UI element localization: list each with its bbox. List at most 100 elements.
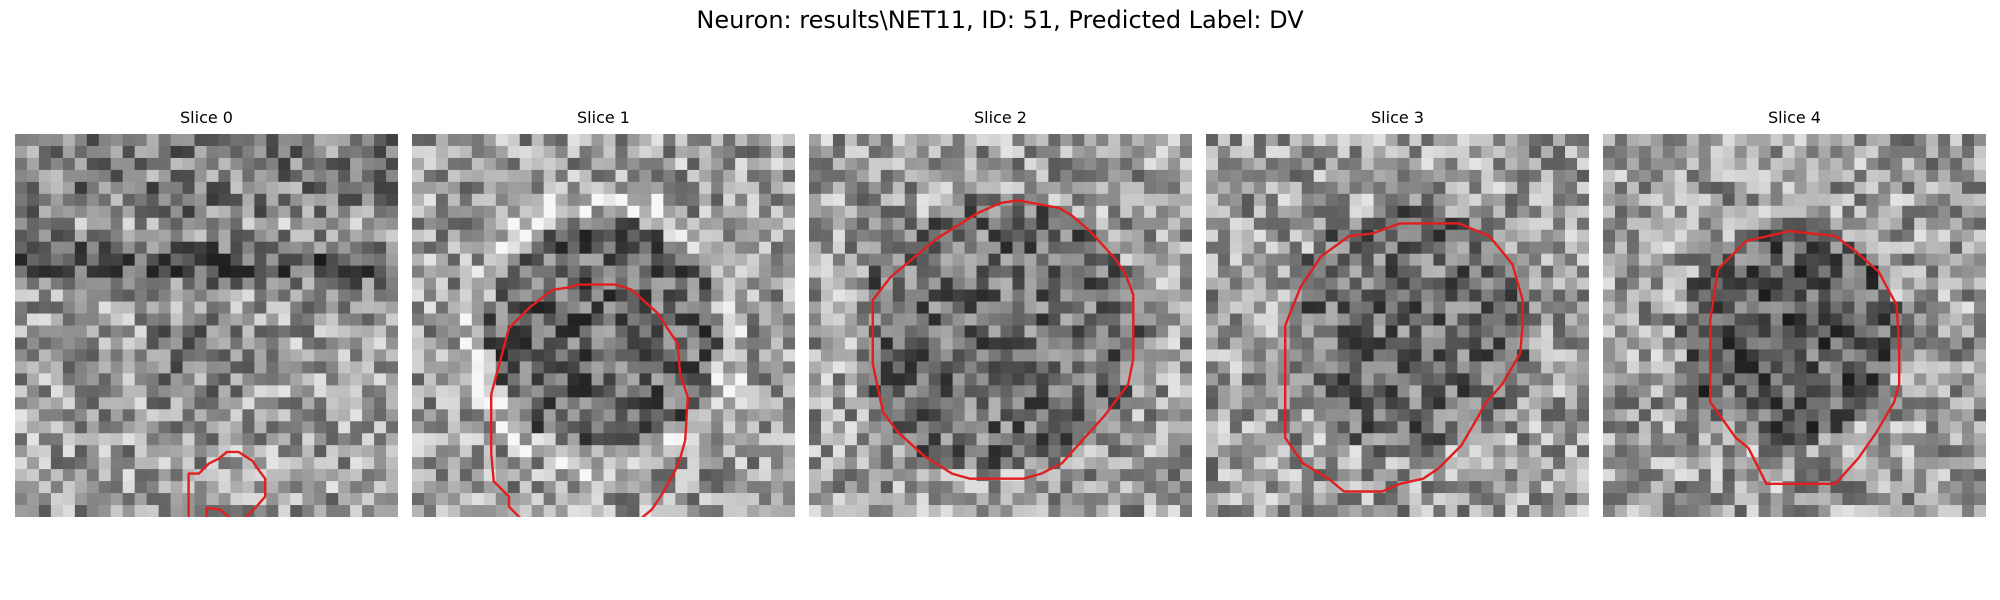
pixel-cell bbox=[314, 205, 327, 219]
pixel-cell bbox=[170, 481, 184, 494]
pixel-cell bbox=[1265, 181, 1279, 195]
pixel-cell bbox=[783, 373, 795, 386]
pixel-cell bbox=[1638, 289, 1652, 303]
pixel-cell bbox=[1289, 134, 1303, 147]
pixel-cell bbox=[362, 241, 375, 255]
pixel-cell bbox=[567, 169, 581, 183]
pixel-cell bbox=[892, 505, 906, 517]
pixel-cell bbox=[278, 505, 291, 517]
pixel-cell bbox=[254, 349, 267, 363]
pixel-cell bbox=[122, 385, 136, 398]
pixel-cell bbox=[591, 493, 605, 506]
pixel-cell bbox=[1734, 409, 1748, 422]
pixel-cell bbox=[723, 349, 736, 363]
pixel-cell bbox=[495, 445, 509, 458]
pixel-cell bbox=[1132, 337, 1145, 351]
pixel-cell bbox=[904, 349, 918, 363]
pixel-cell bbox=[964, 289, 978, 303]
pixel-cell bbox=[699, 145, 712, 159]
pixel-cell bbox=[1553, 337, 1566, 351]
pixel-cell bbox=[1253, 145, 1267, 159]
pixel-cell bbox=[1265, 169, 1279, 183]
pixel-cell bbox=[170, 289, 184, 303]
pixel-cell bbox=[471, 337, 485, 351]
pixel-cell bbox=[615, 134, 629, 147]
pixel-cell bbox=[1902, 217, 1915, 231]
pixel-cell bbox=[1974, 134, 1986, 147]
pixel-cell bbox=[1890, 325, 1903, 339]
pixel-cell bbox=[1397, 181, 1411, 195]
pixel-cell bbox=[1206, 301, 1219, 315]
pixel-cell bbox=[1385, 157, 1399, 171]
pixel-cell bbox=[1206, 469, 1219, 482]
pixel-cell bbox=[1229, 241, 1243, 255]
pixel-cell bbox=[1902, 229, 1915, 243]
pixel-cell bbox=[1505, 445, 1518, 458]
pixel-cell bbox=[98, 193, 112, 207]
pixel-cell bbox=[1614, 277, 1628, 291]
pixel-cell bbox=[988, 217, 1002, 231]
pixel-cell bbox=[182, 289, 196, 303]
pixel-cell bbox=[1253, 481, 1267, 494]
pixel-cell bbox=[1650, 169, 1664, 183]
pixel-cell bbox=[1794, 385, 1808, 398]
pixel-cell bbox=[1854, 145, 1867, 159]
pixel-cell bbox=[1505, 397, 1518, 410]
pixel-cell bbox=[74, 265, 88, 279]
pixel-cell bbox=[1373, 169, 1387, 183]
pixel-cell bbox=[170, 421, 184, 434]
pixel-cell bbox=[1036, 145, 1049, 159]
pixel-cell bbox=[1349, 205, 1363, 219]
pixel-cell bbox=[663, 457, 676, 470]
pixel-cell bbox=[170, 409, 184, 422]
pixel-cell bbox=[1806, 421, 1820, 434]
pixel-cell bbox=[1084, 373, 1097, 386]
pixel-cell bbox=[1926, 241, 1939, 255]
pixel-cell bbox=[278, 134, 291, 147]
pixel-cell bbox=[110, 349, 124, 363]
pixel-cell bbox=[940, 241, 954, 255]
pixel-cell bbox=[1517, 493, 1530, 506]
pixel-cell bbox=[1950, 445, 1963, 458]
pixel-cell bbox=[15, 409, 28, 422]
pixel-cell bbox=[1674, 421, 1688, 434]
pixel-cell bbox=[567, 145, 581, 159]
pixel-cell bbox=[651, 157, 664, 171]
pixel-cell bbox=[1012, 373, 1026, 386]
pixel-cell bbox=[314, 301, 327, 315]
pixel-cell bbox=[1794, 265, 1808, 279]
pixel-cell bbox=[1878, 134, 1891, 147]
pixel-cell bbox=[1842, 349, 1855, 363]
pixel-cell bbox=[591, 229, 605, 243]
pixel-cell bbox=[735, 217, 748, 231]
pixel-cell bbox=[1421, 481, 1435, 494]
pixel-cell bbox=[603, 265, 617, 279]
pixel-cell bbox=[675, 145, 688, 159]
pixel-cell bbox=[988, 241, 1002, 255]
pixel-cell bbox=[374, 205, 387, 219]
pixel-cell bbox=[1481, 217, 1494, 231]
pixel-cell bbox=[1686, 241, 1700, 255]
pixel-cell bbox=[1674, 229, 1688, 243]
pixel-cell bbox=[1024, 349, 1038, 363]
pixel-cell bbox=[675, 265, 688, 279]
pixel-cell bbox=[1217, 349, 1231, 363]
pixel-cell bbox=[1938, 409, 1951, 422]
pixel-cell bbox=[976, 493, 990, 506]
pixel-cell bbox=[338, 229, 351, 243]
pixel-cell bbox=[1806, 265, 1820, 279]
pixel-cell bbox=[675, 181, 688, 195]
pixel-cell bbox=[447, 361, 461, 374]
pixel-cell bbox=[1866, 217, 1879, 231]
pixel-cell bbox=[1577, 397, 1589, 410]
pixel-cell bbox=[1229, 134, 1243, 147]
pixel-cell bbox=[976, 169, 990, 183]
pixel-cell bbox=[1361, 349, 1375, 363]
pixel-cell bbox=[459, 277, 473, 291]
pixel-cell bbox=[1325, 217, 1339, 231]
pixel-cell bbox=[579, 349, 593, 363]
pixel-cell bbox=[1156, 349, 1169, 363]
pixel-cell bbox=[964, 421, 978, 434]
pixel-cell bbox=[1445, 481, 1458, 494]
pixel-cell bbox=[290, 361, 303, 374]
